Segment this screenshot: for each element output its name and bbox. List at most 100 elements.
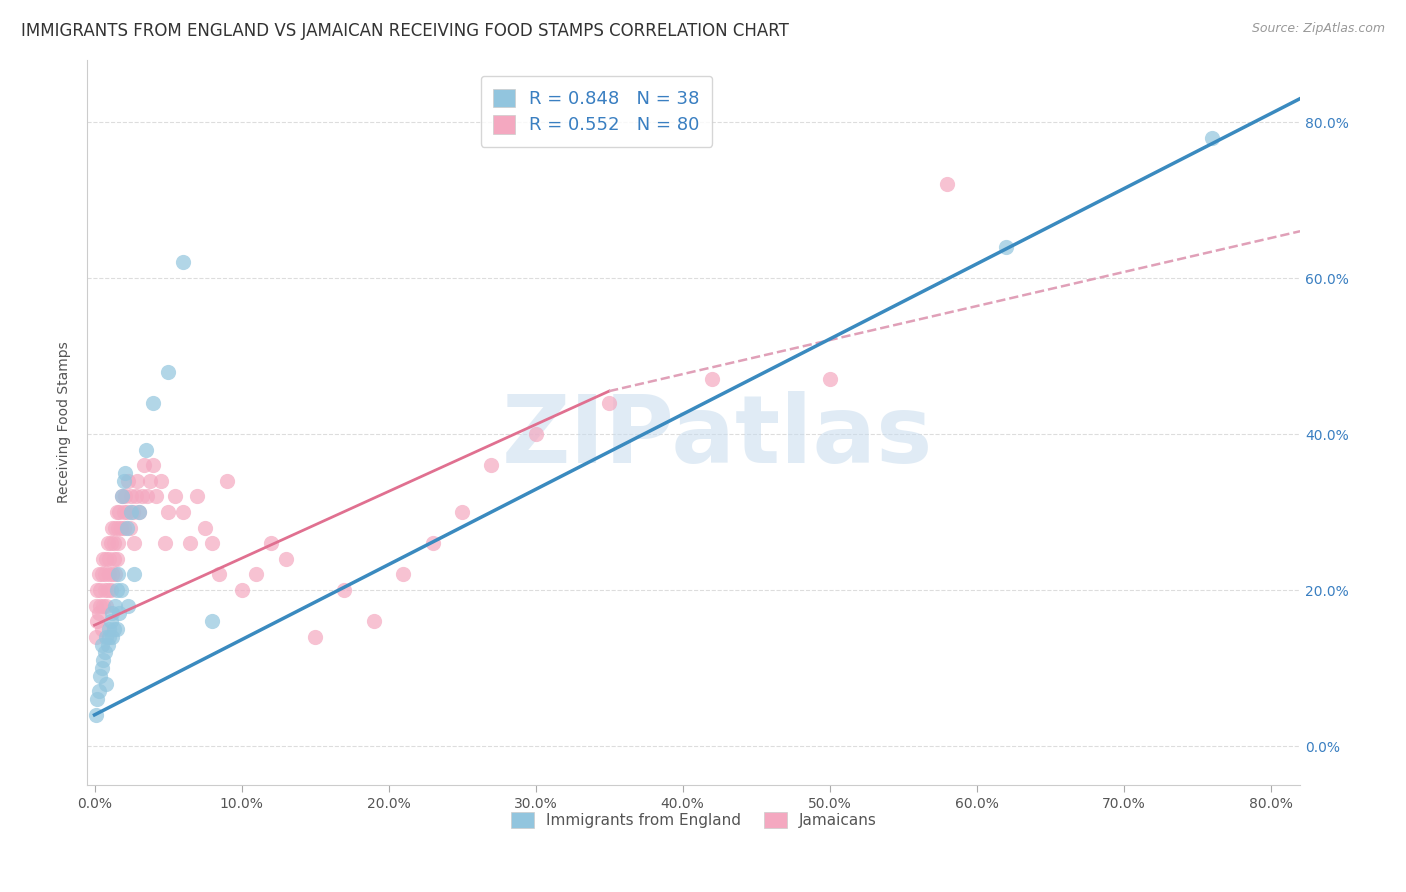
Point [524, 427, 547, 442]
Point [105, 622, 128, 636]
Point [104, 567, 127, 582]
Point [156, 505, 179, 519]
Point [105, 552, 128, 566]
Point [84, 630, 107, 644]
Point [87, 567, 110, 582]
Point [145, 490, 167, 504]
Point [186, 490, 208, 504]
Point [153, 536, 176, 550]
Point [179, 536, 201, 550]
Point [97, 638, 120, 652]
Point [1201, 130, 1223, 145]
Point [96, 599, 118, 613]
Point [100, 536, 122, 550]
Point [107, 536, 129, 550]
Point [142, 458, 165, 473]
Point [936, 178, 959, 192]
Point [128, 505, 150, 519]
Point [101, 567, 124, 582]
Point [90, 661, 112, 675]
Point [96, 676, 118, 690]
Point [120, 490, 142, 504]
Point [89, 583, 111, 598]
Point [114, 490, 136, 504]
Point [818, 372, 841, 386]
Point [98, 552, 121, 566]
Point [91, 552, 114, 566]
Point [135, 442, 157, 457]
Point [94, 567, 117, 582]
Point [94, 645, 117, 659]
Point [149, 474, 172, 488]
Point [89, 599, 111, 613]
Point [98, 630, 121, 644]
Point [86, 692, 108, 706]
Point [194, 521, 217, 535]
Point [131, 490, 153, 504]
Point [142, 396, 165, 410]
Point [121, 505, 143, 519]
Point [115, 505, 138, 519]
Point [87, 607, 110, 621]
Point [598, 396, 620, 410]
Point [91, 599, 114, 613]
Point [995, 240, 1018, 254]
Point [101, 630, 124, 644]
Point [103, 536, 125, 550]
Point [481, 458, 503, 473]
Point [245, 567, 267, 582]
Point [107, 567, 129, 582]
Point [422, 536, 444, 550]
Point [112, 474, 135, 488]
Point [139, 474, 162, 488]
Point [451, 505, 474, 519]
Point [100, 614, 122, 628]
Point [333, 583, 356, 598]
Point [84, 599, 107, 613]
Point [124, 490, 146, 504]
Point [122, 567, 145, 582]
Point [104, 521, 127, 535]
Point [122, 536, 145, 550]
Point [101, 521, 124, 535]
Point [128, 505, 150, 519]
Point [108, 505, 131, 519]
Point [108, 607, 131, 621]
Point [101, 607, 124, 621]
Point [84, 707, 107, 722]
Point [97, 536, 120, 550]
Point [363, 614, 385, 628]
Point [136, 490, 159, 504]
Point [112, 505, 135, 519]
Point [107, 521, 129, 535]
Point [201, 536, 224, 550]
Point [98, 622, 121, 636]
Point [104, 599, 127, 613]
Text: ZIPatlas: ZIPatlas [502, 391, 934, 483]
Point [94, 583, 117, 598]
Point [231, 583, 253, 598]
Point [111, 490, 134, 504]
Point [100, 583, 122, 598]
Point [115, 521, 138, 535]
Point [172, 255, 194, 269]
Point [103, 622, 125, 636]
Point [117, 474, 139, 488]
Point [112, 521, 135, 535]
Point [87, 684, 110, 698]
Point [86, 583, 108, 598]
Point [110, 521, 132, 535]
Point [91, 653, 114, 667]
Point [134, 458, 156, 473]
Point [90, 622, 112, 636]
Point [172, 505, 194, 519]
Point [201, 614, 224, 628]
Point [114, 466, 136, 480]
Point [274, 552, 297, 566]
Point [118, 521, 141, 535]
Text: IMMIGRANTS FROM ENGLAND VS JAMAICAN RECEIVING FOOD STAMPS CORRELATION CHART: IMMIGRANTS FROM ENGLAND VS JAMAICAN RECE… [21, 22, 789, 40]
Point [165, 490, 187, 504]
Point [98, 567, 121, 582]
Point [127, 474, 149, 488]
Point [208, 567, 231, 582]
